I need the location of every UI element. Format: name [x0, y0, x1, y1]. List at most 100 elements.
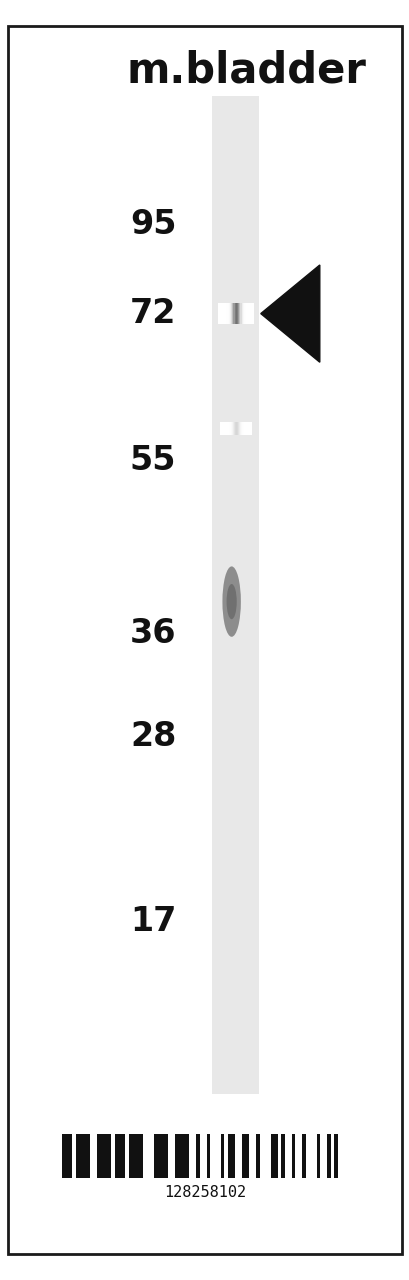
Bar [226, 422, 227, 435]
Bar [247, 422, 249, 435]
Bar [225, 422, 226, 435]
Bar [243, 422, 245, 435]
Bar [240, 303, 241, 324]
Text: 17: 17 [130, 905, 176, 938]
Bar [242, 422, 244, 435]
Bar [115, 1134, 118, 1179]
Bar [238, 303, 239, 324]
Bar [316, 1134, 319, 1179]
Ellipse shape [226, 584, 236, 620]
Text: 72: 72 [130, 297, 176, 330]
Bar [226, 303, 227, 324]
Bar [302, 1134, 305, 1179]
Text: 28: 28 [130, 719, 176, 753]
Bar [224, 303, 225, 324]
Bar [245, 303, 247, 324]
Text: 128258102: 128258102 [164, 1185, 245, 1199]
Bar [97, 1134, 100, 1179]
Bar [232, 422, 234, 435]
Text: m.bladder: m.bladder [126, 50, 365, 91]
Bar [244, 422, 246, 435]
Bar [247, 303, 248, 324]
Bar [107, 1134, 111, 1179]
Text: 36: 36 [130, 617, 176, 650]
Bar [241, 303, 243, 324]
Bar [246, 422, 248, 435]
Bar [221, 422, 222, 435]
Bar [223, 422, 224, 435]
Bar [222, 303, 224, 324]
Bar [218, 303, 219, 324]
Bar [243, 303, 245, 324]
Bar [333, 1134, 337, 1179]
Bar [153, 1134, 160, 1179]
Bar [132, 1134, 135, 1179]
Text: 55: 55 [130, 444, 176, 477]
Bar [228, 422, 229, 435]
Bar [236, 422, 238, 435]
Bar [238, 422, 240, 435]
Bar [227, 422, 228, 435]
Bar [196, 1134, 199, 1179]
Bar [250, 303, 252, 324]
Ellipse shape [222, 566, 240, 636]
Bar [185, 1134, 189, 1179]
Bar [83, 1134, 86, 1179]
Bar [237, 422, 238, 435]
Bar [256, 1134, 259, 1179]
Bar [270, 1134, 277, 1179]
Bar [242, 303, 244, 324]
Bar [178, 1134, 185, 1179]
Bar [235, 303, 237, 324]
Bar [229, 303, 231, 324]
Bar [241, 422, 243, 435]
Bar [230, 422, 231, 435]
Bar [227, 1134, 234, 1179]
Polygon shape [260, 265, 319, 362]
Bar [222, 422, 223, 435]
Bar [248, 303, 249, 324]
Bar [100, 1134, 107, 1179]
Bar [229, 422, 230, 435]
Bar [220, 422, 221, 435]
Bar [86, 1134, 90, 1179]
Bar [228, 303, 230, 324]
Bar [252, 303, 253, 324]
Text: 95: 95 [130, 207, 176, 241]
Bar [245, 422, 247, 435]
Bar [281, 1134, 284, 1179]
Bar [326, 1134, 330, 1179]
Bar [221, 303, 223, 324]
Bar [233, 303, 234, 324]
Bar [239, 303, 240, 324]
Bar [233, 422, 234, 435]
Bar [76, 1134, 83, 1179]
Bar [206, 1134, 210, 1179]
Bar [236, 303, 238, 324]
Bar [212, 96, 258, 1094]
Bar [227, 303, 229, 324]
Bar [224, 422, 225, 435]
Bar [242, 1134, 249, 1179]
Bar [220, 1134, 224, 1179]
Bar [135, 1134, 143, 1179]
Bar [231, 422, 232, 435]
Bar [231, 303, 233, 324]
Bar [248, 422, 250, 435]
Bar [239, 422, 240, 435]
Bar [231, 303, 232, 324]
Bar [240, 422, 242, 435]
Bar [235, 422, 236, 435]
Bar [219, 303, 220, 324]
Bar [118, 1134, 121, 1179]
Bar [249, 303, 251, 324]
Bar [61, 1134, 72, 1179]
Bar [175, 1134, 178, 1179]
Bar [164, 1134, 167, 1179]
Bar [234, 303, 236, 324]
Bar [225, 303, 226, 324]
Bar [160, 1134, 164, 1179]
Bar [121, 1134, 125, 1179]
Bar [234, 422, 236, 435]
Bar [249, 422, 251, 435]
